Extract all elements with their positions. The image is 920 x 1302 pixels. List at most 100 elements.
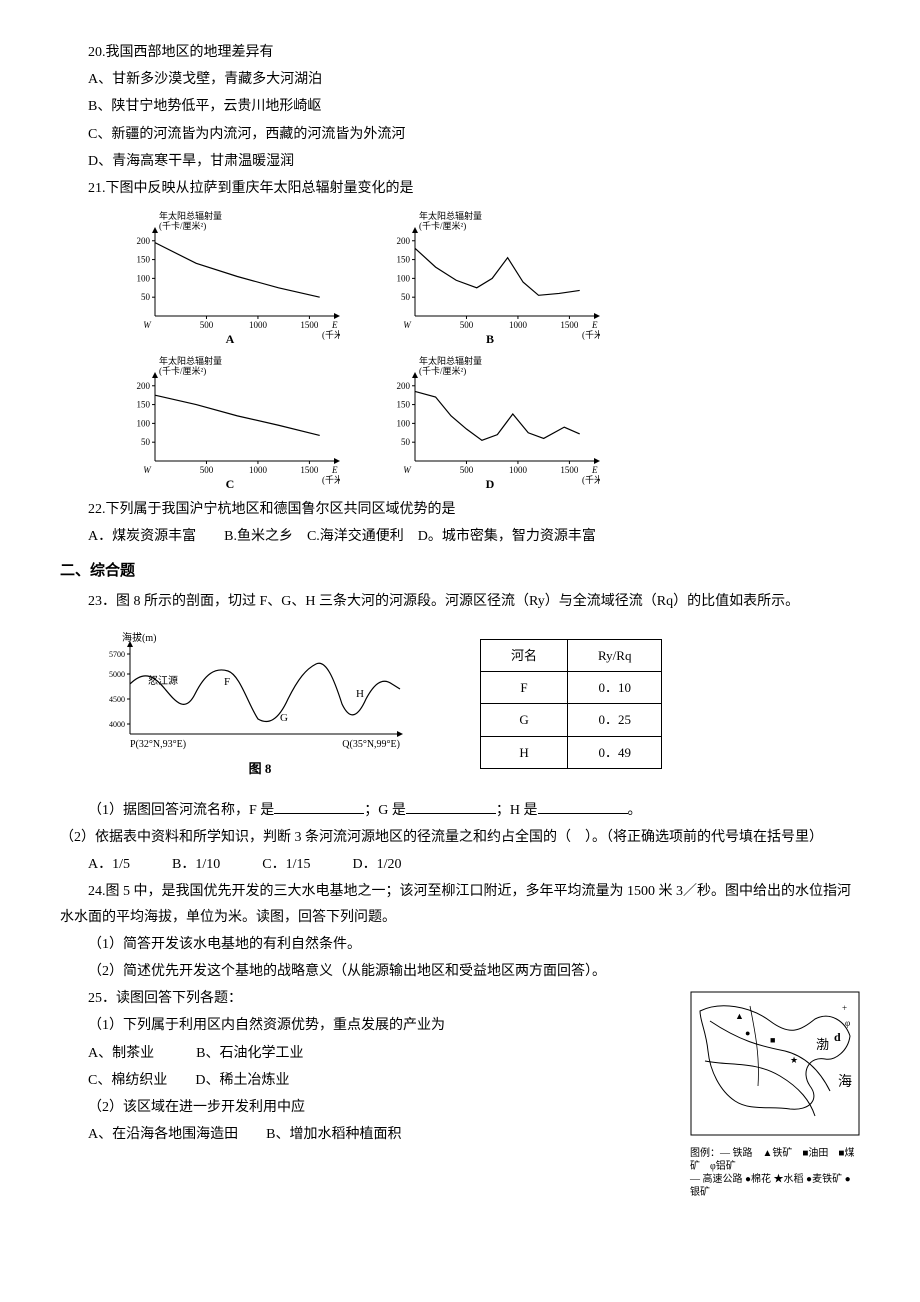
svg-text:(千米): (千米) [582, 329, 600, 340]
q24-stem: 24.图 5 中，是我国优先开发的三大水电基地之一；该河至柳江口附近，多年平均流… [60, 879, 860, 929]
svg-text:▲: ▲ [735, 1011, 744, 1021]
svg-text:200: 200 [137, 236, 151, 246]
svg-text:50: 50 [401, 292, 411, 302]
svg-text:φ: φ [845, 1018, 850, 1028]
svg-text:Q(35°N,99°E): Q(35°N,99°E) [342, 739, 400, 750]
svg-text:W: W [143, 320, 152, 330]
svg-text:150: 150 [137, 400, 151, 410]
q23-figure-block: 海拔(m)5700500045004000怒江源FGHP(32°N,93°E)Q… [100, 629, 860, 788]
svg-text:1500: 1500 [560, 320, 579, 330]
svg-text:200: 200 [397, 236, 411, 246]
q21-stem: 21.下图中反映从拉萨到重庆年太阳总辐射量变化的是 [60, 176, 860, 201]
q24-sub2: （2）简述优先开发这个基地的战略意义（从能源输出地区和受益地区两方面回答）。 [60, 959, 860, 984]
blank-f[interactable] [274, 800, 364, 814]
svg-text:E: E [591, 320, 598, 330]
svg-text:1500: 1500 [560, 465, 579, 475]
svg-text:200: 200 [397, 381, 411, 391]
cell-name: F [481, 672, 568, 704]
svg-text:A: A [226, 332, 235, 344]
svg-text:5700: 5700 [109, 650, 125, 659]
svg-text:+: + [842, 1003, 847, 1013]
svg-text:海拔(m): 海拔(m) [122, 631, 156, 644]
q23-sub1-mid1: ；G 是 [364, 803, 406, 818]
svg-text:1500: 1500 [300, 320, 319, 330]
chart-c: 年太阳总辐射量(千卡/厘米²)5010015020050010001500WE(… [120, 354, 340, 489]
svg-text:100: 100 [397, 274, 411, 284]
svg-text:★: ★ [790, 1055, 798, 1065]
svg-text:500: 500 [460, 465, 474, 475]
svg-text:1000: 1000 [509, 320, 528, 330]
svg-text:4500: 4500 [109, 695, 125, 704]
svg-text:50: 50 [141, 292, 151, 302]
table-header-ratio: Ry/Rq [568, 639, 662, 671]
svg-text:50: 50 [401, 437, 411, 447]
svg-text:(千卡/厘米²): (千卡/厘米²) [159, 365, 206, 376]
svg-text:F: F [224, 676, 230, 688]
q23-sub1: （1）据图回答河流名称，F 是 ；G 是 ；H 是 。 [60, 798, 860, 823]
svg-text:1000: 1000 [249, 465, 267, 475]
svg-text:100: 100 [397, 419, 411, 429]
q20-opt-d: D、青海高寒干旱，甘肃温暖湿润 [60, 149, 860, 174]
chart-d: 年太阳总辐射量(千卡/厘米²)5010015020050010001500WE(… [380, 354, 600, 489]
q23-table: 河名 Ry/Rq F 0．10 G 0．25 H 0．49 [480, 639, 662, 770]
svg-text:5000: 5000 [109, 670, 125, 679]
cell-val: 0．10 [568, 672, 662, 704]
q20-opt-b: B、陕甘宁地势低平，云贵川地形崎岖 [60, 94, 860, 119]
svg-text:■: ■ [770, 1035, 775, 1045]
q25-map: ▲●■★+φ渤d海图例：— 铁路 ▲铁矿 ■油田 ■煤矿 φ铝矿— 高速公路 ●… [690, 991, 860, 1199]
svg-text:(千米): (千米) [322, 474, 340, 485]
chart-b: 年太阳总辐射量(千卡/厘米²) 50 100 150 200 500 1000 1500 W E(… [380, 209, 600, 344]
q20-stem: 20.我国西部地区的地理差异有 [60, 40, 860, 65]
svg-text:海: 海 [838, 1074, 852, 1090]
q23-sub2: （2）依据表中资料和所学知识，判断 3 条河流河源地区的径流量之和约占全国的（ … [60, 825, 860, 850]
svg-text:年太阳总辐射量: 年太阳总辐射量 [159, 210, 222, 221]
svg-text:150: 150 [137, 255, 151, 265]
blank-g[interactable] [406, 800, 496, 814]
svg-text:P(32°N,93°E): P(32°N,93°E) [130, 739, 186, 750]
svg-text:200: 200 [137, 381, 151, 391]
svg-text:图 8: 图 8 [249, 761, 272, 776]
svg-text:4000: 4000 [109, 720, 125, 729]
q23-sub1-prefix: （1）据图回答河流名称，F 是 [88, 803, 274, 818]
q23-sub1-mid2: ；H 是 [496, 803, 538, 818]
svg-text:(千卡/厘米²): (千卡/厘米²) [419, 365, 466, 376]
svg-text:年太阳总辐射量: 年太阳总辐射量 [419, 210, 482, 221]
svg-text:1000: 1000 [509, 465, 528, 475]
svg-text:渤: 渤 [816, 1037, 829, 1052]
svg-text:1500: 1500 [300, 465, 319, 475]
q23-sub1-end: 。 [628, 803, 642, 818]
table-row: H 0．49 [481, 736, 662, 768]
svg-text:(千米): (千米) [322, 329, 340, 340]
svg-text:怒江源: 怒江源 [148, 674, 178, 687]
profile-chart: 海拔(m) 5700 5000 4500 4000 怒江源 F G H P(32°N,93°E) Q… [100, 629, 420, 788]
svg-text:d: d [834, 1030, 841, 1044]
svg-text:(千卡/厘米²): (千卡/厘米²) [419, 220, 466, 231]
q22-options: A．煤炭资源丰富 B.鱼米之乡 C.海洋交通便利 D。城市密集，智力资源丰富 [60, 524, 860, 549]
cell-name: G [481, 704, 568, 736]
svg-text:150: 150 [397, 255, 411, 265]
q20-opt-a: A、甘新多沙漠戈壁，青藏多大河湖泊 [60, 67, 860, 92]
q21-chart-grid: 年太阳总辐射量(千卡/厘米²)5010015020050010001500WE(… [120, 209, 600, 489]
table-row: F 0．10 [481, 672, 662, 704]
svg-text:100: 100 [137, 419, 151, 429]
chart-a: 年太阳总辐射量(千卡/厘米²)5010015020050010001500WE(… [120, 209, 340, 344]
cell-val: 0．25 [568, 704, 662, 736]
svg-text:G: G [280, 712, 288, 724]
q20-opt-c: C、新疆的河流皆为内流河，西藏的河流皆为外流河 [60, 122, 860, 147]
svg-text:●: ● [745, 1028, 750, 1038]
table-header-river: 河名 [481, 639, 568, 671]
svg-text:H: H [356, 688, 364, 700]
svg-text:E: E [331, 465, 338, 475]
svg-text:100: 100 [137, 274, 151, 284]
svg-text:150: 150 [397, 400, 411, 410]
svg-text:C: C [226, 477, 235, 489]
table-row: G 0．25 [481, 704, 662, 736]
svg-text:500: 500 [460, 320, 474, 330]
svg-text:D: D [486, 477, 495, 489]
svg-text:(千米): (千米) [582, 474, 600, 485]
svg-text:W: W [403, 320, 412, 330]
svg-text:年太阳总辐射量: 年太阳总辐射量 [159, 355, 222, 366]
q23-stem: 23．图 8 所示的剖面，切过 F、G、H 三条大河的河源段。河源区径流（Ry）… [60, 589, 860, 614]
blank-h[interactable] [538, 800, 628, 814]
cell-name: H [481, 736, 568, 768]
